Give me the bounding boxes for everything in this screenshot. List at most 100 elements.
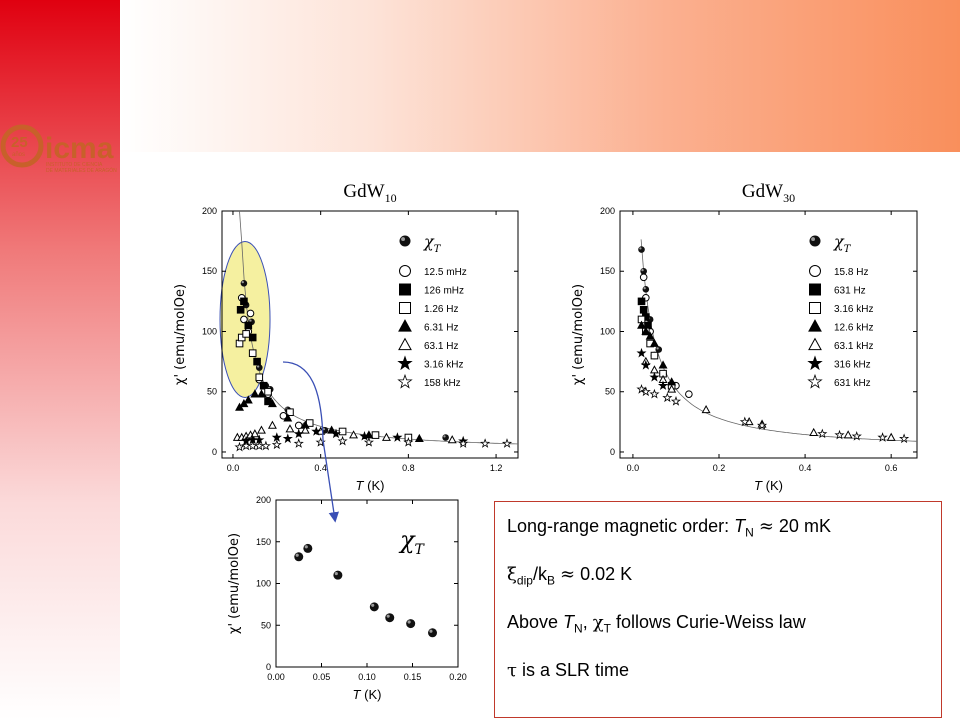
x-tick-label: 0.0 — [627, 463, 640, 473]
data-point — [442, 434, 449, 441]
data-point — [294, 552, 304, 562]
curie-weiss-curve — [239, 210, 519, 445]
y-tick-label: 200 — [256, 495, 271, 505]
x-axis-var: T — [353, 687, 362, 702]
chart-panel-3: 0.00 0.05 0.10 0.15 0.20 0 50 100 150 200 T (K) χ' … — [227, 495, 467, 702]
data-point-hl — [334, 572, 338, 576]
series-χt — [240, 279, 449, 441]
data-point — [650, 351, 659, 360]
legend-marker — [399, 235, 411, 247]
y-tick-label: 100 — [202, 326, 217, 336]
data-point-hl — [295, 553, 299, 557]
data-point — [636, 347, 647, 358]
top-gradient-bar — [120, 0, 960, 152]
y-axis-label: χ' (emu/molOe) — [571, 284, 586, 385]
data-point — [645, 331, 655, 340]
legend-label: 316 kHz — [834, 360, 871, 371]
legend-label: 126 mHz — [424, 286, 464, 297]
plot-frame — [275, 499, 459, 668]
n-subscript-2: N — [574, 621, 583, 636]
data-point — [240, 315, 248, 324]
series-158-khz — [234, 435, 513, 452]
legend-marker — [399, 265, 411, 277]
y-tick-label: 100 — [600, 326, 615, 336]
data-point — [253, 357, 261, 366]
data-point — [739, 416, 750, 427]
data-point — [480, 438, 491, 448]
legend-marker-hl — [401, 237, 406, 241]
legend-label: 63.1 Hz — [424, 341, 458, 352]
legend-label: 6.31 Hz — [424, 323, 458, 334]
data-point — [701, 404, 711, 414]
data-point — [330, 428, 342, 439]
x-axis-var: T — [754, 478, 763, 493]
legend-marker — [399, 302, 411, 314]
y-tick-label: 0 — [212, 447, 217, 457]
data-point — [333, 570, 343, 580]
data-point-hl — [443, 435, 446, 438]
data-point — [255, 373, 264, 382]
legend-marker — [398, 337, 412, 351]
series-126-mhz — [236, 297, 272, 406]
icma-logo: 25 años icma INSTITUTO DE CIENCIA DE MAT… — [0, 124, 117, 174]
legend-label: 3.16 kHz — [424, 360, 463, 371]
info-line-order: Long-range magnetic order: TN ≈ 20 mK — [507, 512, 941, 540]
y-tick-label: 100 — [256, 579, 271, 589]
data-point — [641, 326, 651, 335]
data-point — [250, 429, 260, 438]
data-point — [639, 273, 648, 282]
legend-label: 15.8 Hz — [834, 267, 868, 278]
data-point — [241, 440, 252, 451]
legend-marker — [807, 373, 823, 389]
x-tick-label: 0.8 — [402, 463, 415, 473]
x-tick-label: 0.0 — [227, 463, 240, 473]
data-point — [406, 619, 416, 629]
n-subscript: N — [745, 525, 754, 540]
zoom-arrow — [282, 361, 339, 523]
order-value: 20 mK — [773, 516, 831, 536]
data-point — [271, 439, 282, 450]
series-χt — [294, 543, 438, 638]
data-point — [234, 441, 245, 452]
x-axis-label: T (K) — [356, 478, 385, 493]
x-axis-unit: (K) — [762, 478, 783, 493]
x-axis-label: T (K) — [754, 478, 783, 493]
series-χt — [638, 246, 663, 353]
chi-symbol: χ — [592, 612, 604, 633]
inset-chi-sub: T — [415, 542, 426, 558]
data-point — [642, 286, 650, 293]
legend-marker — [807, 355, 823, 371]
data-point — [385, 613, 395, 623]
data-point — [501, 438, 513, 448]
chart-title: GdW30 — [742, 181, 795, 205]
data-point — [636, 383, 647, 394]
y-tick-label: 150 — [600, 266, 615, 276]
x-tick-label: 0.10 — [358, 672, 376, 682]
y-tick-label: 50 — [261, 620, 271, 630]
x-tick-label: 0.2 — [713, 463, 726, 473]
data-point — [403, 436, 414, 447]
data-point — [685, 390, 693, 398]
series-1.26-hz — [235, 330, 413, 442]
data-point — [264, 387, 272, 396]
tau-text: is a SLR time — [516, 660, 630, 680]
dip-subscript: dip — [516, 573, 533, 588]
logo-line1: INSTITUTO DE CIENCIA — [46, 162, 103, 168]
x-axis-label: T (K) — [353, 687, 382, 702]
legend-label: 63.1 kHz — [834, 341, 873, 352]
data-point — [259, 381, 268, 390]
curie-weiss-text: follows Curie-Weiss law — [611, 612, 806, 632]
chart-title: GdW10 — [343, 181, 396, 205]
chart-title-main: GdW — [742, 181, 783, 202]
data-point — [381, 432, 391, 441]
y-axis-label: χ' (emu/molOe) — [227, 533, 242, 634]
chart-panel-1: 0.0 0.4 0.8 1.2 0 50 100 150 200 T (K) χ' (emu/mol… — [173, 181, 519, 493]
left-gradient-bar — [0, 0, 120, 720]
series-12.6-khz — [637, 320, 677, 386]
y-tick-label: 200 — [202, 206, 217, 216]
data-point — [649, 338, 659, 347]
legend: χT 12.5 mHz 126 mHz 1.26 Hz 6.31 Hz 63.1 Hz 3.… — [397, 232, 467, 389]
data-point — [242, 330, 250, 338]
data-point — [851, 430, 862, 441]
